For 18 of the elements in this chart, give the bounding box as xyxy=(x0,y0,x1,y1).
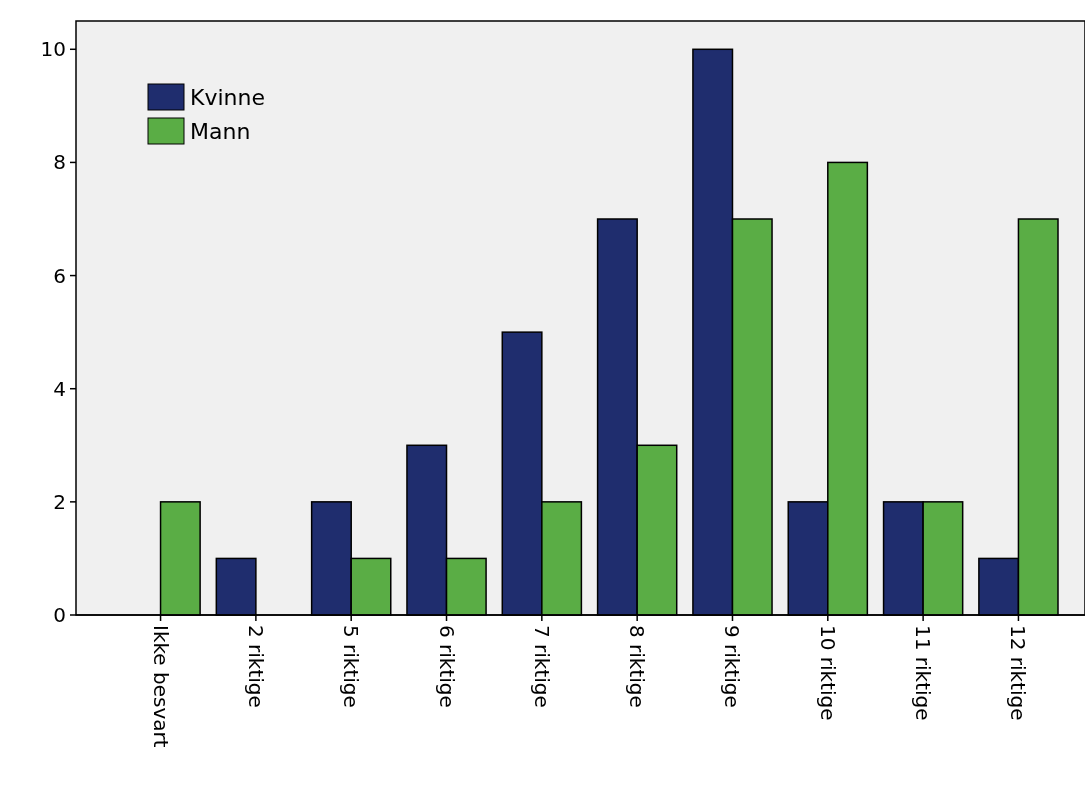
legend-label: Mann xyxy=(190,118,251,144)
x-tick-label: 9 riktige xyxy=(720,625,745,708)
x-tick-label: Ikke besvart xyxy=(148,625,173,748)
y-tick-label: 4 xyxy=(53,376,66,401)
x-tick-label: 10 riktige xyxy=(815,625,840,721)
y-tick-label: 0 xyxy=(53,603,66,627)
x-tick-label: 5 riktige xyxy=(339,625,364,708)
legend-label: Kvinne xyxy=(190,84,265,110)
x-tick-label: 11 riktige xyxy=(911,625,936,721)
x-tick-label: 12 riktige xyxy=(1006,625,1031,721)
y-tick-label: 10 xyxy=(40,37,66,62)
x-tick-label: 6 riktige xyxy=(434,625,459,708)
x-tick-label: 7 riktige xyxy=(529,625,554,708)
y-tick-label: 8 xyxy=(53,150,66,175)
y-tick-label: 2 xyxy=(53,489,66,514)
x-tick-label: 2 riktige xyxy=(243,625,268,708)
y-tick-label: 6 xyxy=(53,263,66,288)
x-tick-label: 8 riktige xyxy=(625,625,650,708)
